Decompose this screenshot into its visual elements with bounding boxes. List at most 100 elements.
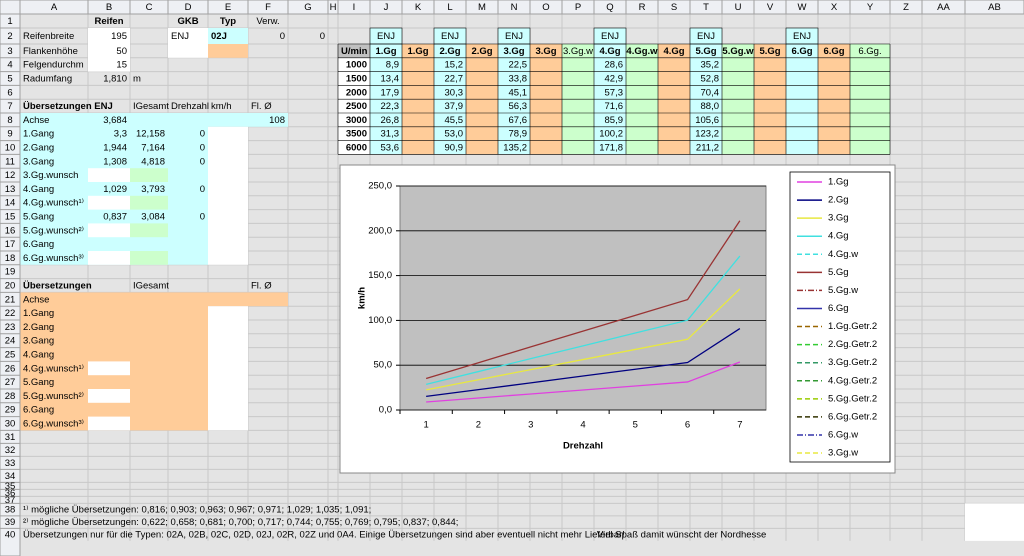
column-header: T [703,2,709,13]
cell-text: 22,5 [509,60,528,71]
cell-text: 6000 [346,143,367,154]
row-header: 10 [5,143,16,154]
y-axis-label: km/h [357,287,368,309]
cell-text: 1.Gg [407,46,428,57]
row-header: 29 [5,405,16,416]
column-header: W [798,2,807,13]
cell-text: 0 [280,31,285,42]
row-header: 20 [5,281,16,292]
column-header: X [831,2,838,13]
cell-text: 2.Gang [23,143,54,154]
cell-fill [965,503,1024,541]
cell-text: 123,2 [695,129,719,140]
cell-text: ENJ [377,31,395,42]
row-header: 27 [5,377,16,388]
cell-text: 50 [116,46,127,57]
row-header: 2 [7,31,12,42]
cell-text: 5.Gg.w [722,46,754,57]
cell-fill [130,168,168,182]
column-header-bar [0,0,1024,15]
row-header: 7 [7,101,12,112]
column-header: Z [903,2,909,13]
cell-text: 35,2 [701,60,720,71]
cell-fill [88,361,130,376]
row-header: 12 [5,170,16,181]
column-header: G [304,2,311,13]
legend-label: 6.Gg [828,303,849,314]
x-tick-label: 3 [528,420,533,431]
legend-label: 5.Gg.Getr.2 [828,393,877,404]
legend-label: 2.Gg.Getr.2 [828,339,877,350]
cell-fill [208,126,248,265]
cell-text: 56,3 [509,101,528,112]
cell-fill [130,251,168,265]
column-header: C [146,2,153,13]
cell-fill [130,223,168,238]
row-header: 34 [5,471,16,482]
cell-text: Reifenbreite [23,31,74,42]
cell-text: 1500 [346,74,367,85]
row-header: 33 [5,458,16,469]
cell-text: Drehzahl [171,101,209,112]
column-header: F [265,2,271,13]
cell-text: m [133,74,141,85]
cell-text: Flankenhöhe [23,46,78,57]
cell-text: 3000 [346,115,367,126]
table-border [593,27,627,45]
cell-text: 3.Gg.w [563,46,593,57]
cell-text: 1,029 [103,184,127,195]
column-header: J [384,2,389,13]
cell-fill [20,113,208,265]
cell-text: 0,837 [103,212,127,223]
row-header: 9 [7,129,12,140]
x-tick-label: 4 [580,420,585,431]
column-header: O [542,2,549,13]
cell-text: Achse [23,294,49,305]
cell-fill [434,28,466,155]
cell-text: 3,3 [114,129,127,140]
cell-text: U/min [341,46,368,57]
cell-fill [88,416,130,431]
cell-text: 211,2 [696,143,719,154]
row-header: 15 [5,212,16,223]
column-header: S [671,2,677,13]
cell-text: 4.Gang [23,184,54,195]
cell-text: 1.Gang [23,308,54,319]
column-header: P [575,2,581,13]
cell-text: 90,9 [445,143,464,154]
cell-text: Fl. Ø [251,281,272,292]
cell-text: 6.Gang [23,405,54,416]
x-tick-label: 5 [633,420,638,431]
row-header: 31 [5,432,16,443]
x-axis-label: Drehzahl [563,441,603,452]
cell-text: 4,818 [141,156,165,167]
series-line [426,361,741,403]
cell-fill [786,28,818,155]
cell-text: 6.Gg.wunsch³⁾ [23,253,84,264]
legend-label: 4.Gg.Getr.2 [828,375,877,386]
cell-text: ENJ [441,31,459,42]
cell-fill [208,306,248,431]
x-tick-label: 6 [685,420,690,431]
cell-fill [338,57,370,155]
cell-text: 17,9 [381,87,400,98]
cell-text: 71,6 [605,101,624,112]
legend-label: 3.Gg [828,213,849,224]
cell-text: 7,164 [141,143,165,154]
cell-text: 33,8 [509,74,528,85]
cell-text: 2.Gg [471,46,492,57]
cell-text: Radumfang [23,74,72,85]
cell-text: 0 [200,212,205,223]
table-border [689,27,723,45]
cell-text: 22,3 [381,101,400,112]
cell-text: 3.Gg [503,46,524,57]
cell-text: 100,2 [599,129,623,140]
cell-text: 8,9 [386,60,399,71]
y-tick-label: 100,0 [368,315,392,326]
cell-text: 195 [111,31,127,42]
cell-text: 5.Gg [759,46,780,57]
column-header: AB [988,2,1001,13]
series-line [425,220,741,380]
x-tick-label: 7 [737,420,742,431]
row-header: 21 [5,294,16,305]
